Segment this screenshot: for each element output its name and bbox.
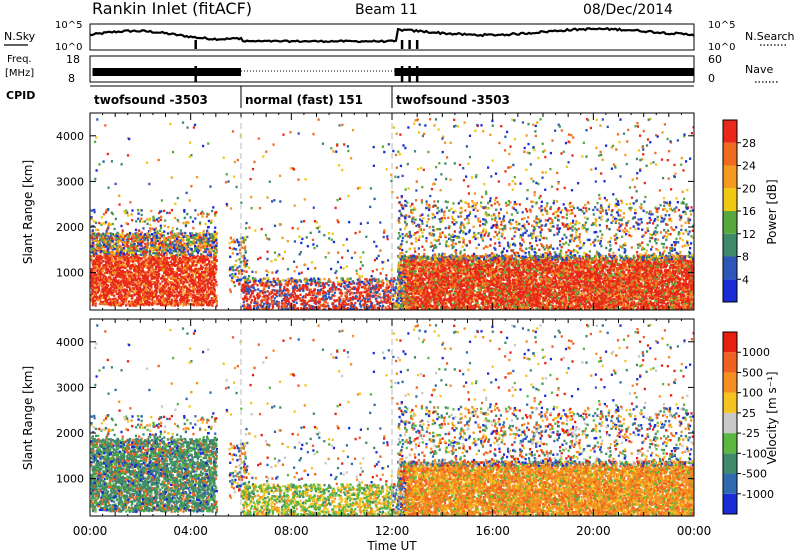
velocity-colorbar-tick-label: -500 [742, 468, 767, 481]
freq-label: Freq. [7, 54, 32, 65]
freq-unit-label: [MHz] [5, 68, 34, 79]
y-tick-label: 2000 [56, 427, 84, 440]
power-scatter [90, 117, 694, 310]
noise-tick-left-top: 10^5 [55, 20, 82, 31]
noise-tick-right-bottom: 10^0 [708, 42, 735, 53]
velocity-scatter [90, 323, 694, 516]
freq-tick-left-top: 18 [66, 53, 80, 66]
velocity-colorbar-swatch [723, 372, 737, 393]
noise-trace [89, 26, 695, 44]
velocity-colorbar-swatch [723, 433, 737, 454]
x-tick-label: 16:00 [475, 524, 510, 538]
power-colorbar-swatch [723, 188, 737, 211]
x-tick-label: 00:00 [677, 524, 712, 538]
cpid-bar: twofsound -3503 normal (fast) 151 twofsoun… [90, 85, 694, 108]
power-colorbar-swatch [723, 165, 737, 189]
noise-panel-frame [89, 23, 695, 51]
x-axis-label: Time UT [366, 539, 417, 553]
power-colorbar-tick-label: 20 [742, 182, 756, 195]
x-tick-label: 20:00 [576, 524, 611, 538]
figure-title: Rankin Inlet (fitACF) [92, 0, 252, 18]
x-tick-label: 12:00 [375, 524, 410, 538]
y-tick-label: 1000 [56, 267, 84, 280]
nsearch-label: N.Search [745, 30, 795, 43]
noise-tick-right-top: 10^5 [708, 20, 735, 31]
power-colorbar-tick-label: 8 [742, 251, 749, 264]
cpid-segment-label: normal (fast) 151 [245, 93, 363, 107]
y-tick-label: 1000 [56, 473, 84, 486]
velocity-colorbar-swatch [723, 392, 737, 413]
cpid-segment-label: twofsound -3503 [396, 93, 510, 107]
beam-label: Beam 11 [355, 2, 418, 18]
power-colorbar-tick-label: 16 [742, 205, 756, 218]
noise-tick-left-bottom: 10^0 [55, 42, 82, 53]
freq-bar-1 [92, 68, 242, 76]
nave-label: Nave [745, 63, 773, 76]
velocity-colorbar-label: Velocity [m s⁻¹] [765, 371, 779, 464]
power-colorbar-swatch [723, 279, 737, 302]
cpid-segment-label: twofsound -3503 [94, 93, 208, 107]
velocity-colorbar-swatch [723, 473, 737, 494]
nsky-label: N.Sky [4, 30, 36, 43]
nave-tick-right-bottom: 0 [708, 72, 715, 85]
velocity-colorbar-tick-label: -1000 [742, 488, 774, 501]
velocity-colorbar-tick-label: 500 [742, 366, 763, 379]
velocity-colorbar-tick-label: -25 [742, 427, 760, 440]
power-colorbar: 4 8 12 16 20 24 28 [722, 119, 756, 303]
velocity-panel: 1000 2000 3000 4000 00:00 04:00 08:00 12:00 16:0… [56, 318, 712, 538]
velocity-colorbar-tick-label: 1000 [742, 346, 770, 359]
velocity-colorbar-swatch [723, 352, 737, 373]
y-tick-label: 3000 [56, 381, 84, 394]
nave-tick-right-top: 60 [708, 53, 722, 66]
velocity-colorbar-tick-label: 25 [742, 407, 756, 420]
velocity-colorbar-tick-label: 100 [742, 387, 763, 400]
freq-tick-left-bottom: 8 [68, 72, 75, 85]
velocity-colorbar-swatch [723, 453, 737, 474]
power-colorbar-tick-label: 28 [742, 137, 756, 150]
cpid-label: CPID [6, 89, 35, 102]
y-tick-label: 3000 [56, 175, 84, 188]
power-ylabel: Slant Range [km] [21, 160, 35, 264]
power-colorbar-tick-label: 4 [742, 273, 749, 286]
power-panel: 1000 2000 3000 4000 [56, 112, 695, 311]
velocity-colorbar-swatch [723, 493, 737, 514]
power-colorbar-swatch [723, 142, 737, 166]
power-colorbar-swatch [723, 233, 737, 257]
y-tick-label: 4000 [56, 130, 84, 143]
y-tick-label: 4000 [56, 336, 84, 349]
velocity-colorbar-frame [722, 331, 738, 515]
power-colorbar-swatch [723, 256, 737, 280]
status-traces [89, 26, 695, 82]
y-tick-label: 2000 [56, 221, 84, 234]
power-colorbar-swatch [723, 211, 737, 234]
velocity-colorbar-swatch [723, 332, 737, 353]
power-colorbar-tick-label: 12 [742, 228, 756, 241]
x-tick-label: 08:00 [274, 524, 309, 538]
x-tick-label: 04:00 [173, 524, 208, 538]
velocity-colorbar-swatch [723, 412, 737, 434]
freq-bar-2 [394, 68, 694, 76]
x-tick-label: 00:00 [73, 524, 108, 538]
velocity-colorbar-tick-label: -100 [742, 447, 767, 460]
power-colorbar-label: Power [dB] [765, 179, 779, 244]
power-colorbar-swatch [723, 120, 737, 143]
velocity-ylabel: Slant Range [km] [21, 366, 35, 470]
velocity-colorbar: 1000 500 100 25 -25 -100 -500 -1000 [722, 331, 774, 515]
power-colorbar-tick-label: 24 [742, 160, 756, 173]
date-label: 08/Dec/2014 [583, 2, 673, 18]
